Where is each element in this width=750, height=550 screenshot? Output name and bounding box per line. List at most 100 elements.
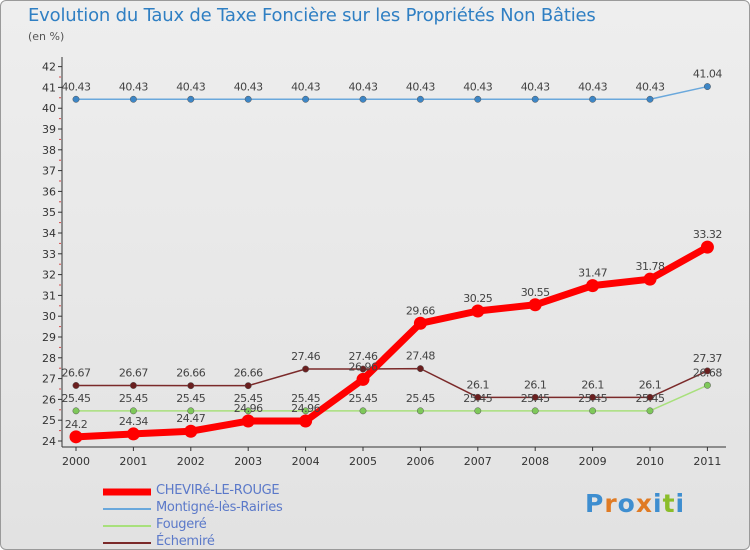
data-label: 26.66: [234, 367, 263, 380]
data-point: [126, 427, 140, 441]
data-label: 25.45: [62, 392, 91, 405]
y-tick-label: 39: [42, 123, 56, 136]
data-point: [72, 382, 80, 389]
unit-label: (en %): [28, 30, 65, 43]
data-point: [528, 298, 542, 312]
logo-letter: i: [653, 489, 663, 518]
y-tick-label: 30: [42, 310, 56, 323]
data-label: 40.43: [291, 80, 320, 93]
data-point: [187, 95, 195, 103]
data-point: [589, 407, 597, 415]
legend-swatch: [103, 542, 151, 544]
data-label: 25.45: [463, 392, 492, 405]
data-point: [471, 304, 485, 318]
x-tick-label: 2009: [579, 455, 607, 468]
legend-label: CHEVIRé-LE-ROUGE: [156, 483, 280, 498]
data-point: [646, 95, 654, 103]
legend-label: Montigné-lès-Rairies: [156, 500, 283, 515]
data-label: 24.2: [65, 418, 88, 431]
data-label: 40.43: [119, 80, 148, 93]
y-tick-label: 36: [42, 185, 56, 198]
legend-label: Fougeré: [156, 517, 207, 532]
data-point: [531, 407, 539, 415]
data-label: 25.45: [578, 392, 607, 405]
data-point: [244, 407, 252, 415]
data-label: 40.43: [463, 80, 492, 93]
data-point: [700, 240, 714, 254]
data-label: 26.68: [693, 366, 722, 379]
y-tick-label: 38: [42, 144, 56, 157]
data-label: 26.67: [62, 366, 91, 379]
data-label: 29.66: [406, 304, 435, 317]
data-point: [586, 279, 600, 293]
data-label: 31.47: [578, 267, 607, 280]
x-tick-label: 2007: [464, 455, 492, 468]
data-label: 40.43: [521, 80, 550, 93]
data-point: [69, 430, 83, 444]
data-point: [474, 95, 482, 103]
data-label: 26.1: [524, 378, 547, 391]
data-point: [129, 407, 137, 415]
y-tick-label: 25: [42, 414, 56, 427]
data-point: [244, 382, 252, 390]
data-label: 25.45: [636, 392, 665, 405]
x-tick-label: 2003: [234, 455, 262, 468]
data-point: [703, 367, 711, 375]
x-tick-label: 2000: [62, 455, 90, 468]
data-label: 24.34: [119, 415, 148, 428]
legend-swatch: [103, 488, 151, 496]
logo-letter: r: [604, 489, 618, 518]
y-tick-label: 26: [42, 393, 56, 406]
chart-title: Evolution du Taux de Taxe Foncière sur l…: [28, 5, 596, 26]
data-point: [187, 407, 195, 415]
y-tick-label: 35: [42, 206, 56, 219]
data-point: [413, 316, 427, 330]
data-label: 40.43: [578, 80, 607, 93]
data-label: 30.55: [521, 286, 550, 299]
x-tick-label: 2001: [119, 455, 147, 468]
data-point: [703, 381, 711, 389]
data-label: 31.78: [636, 260, 665, 273]
logo-letter: o: [617, 489, 636, 518]
data-label: 27.46: [349, 350, 378, 363]
data-point: [356, 372, 370, 386]
data-point: [359, 95, 367, 103]
data-label: 27.37: [693, 352, 722, 365]
data-label: 26.1: [581, 378, 604, 391]
data-point: [703, 83, 711, 91]
data-point: [129, 382, 137, 389]
data-point: [359, 365, 367, 373]
data-label: 24.96: [291, 402, 320, 415]
y-tick-label: 27: [42, 373, 56, 386]
data-label: 30.25: [463, 292, 492, 305]
data-label: 25.45: [176, 392, 205, 405]
data-point: [416, 365, 424, 373]
logo-letter: i: [675, 489, 686, 518]
data-point: [302, 407, 310, 415]
data-label: 24.96: [234, 402, 263, 415]
data-point: [474, 407, 482, 415]
data-label: 25.45: [406, 392, 435, 405]
data-label: 24.47: [176, 412, 205, 425]
y-tick-label: 42: [42, 61, 56, 74]
legend-label: Échemiré: [156, 534, 215, 549]
data-point: [646, 407, 654, 415]
data-label: 40.43: [234, 80, 263, 93]
data-label: 26.1: [467, 378, 490, 391]
data-point: [589, 95, 597, 103]
data-point: [129, 95, 137, 103]
data-label: 25.45: [234, 392, 263, 405]
x-tick-label: 2002: [177, 455, 205, 468]
data-point: [184, 424, 198, 438]
data-label: 25.45: [521, 392, 550, 405]
logo-letter: t: [662, 489, 676, 518]
data-label: 25.45: [349, 392, 378, 405]
legend-swatch: [103, 508, 151, 510]
data-label: 26.66: [176, 367, 205, 380]
y-tick-label: 24: [42, 435, 56, 448]
logo-letter: P: [585, 489, 605, 518]
y-tick-label: 34: [42, 227, 56, 240]
data-point: [589, 393, 597, 401]
y-tick-label: 31: [42, 289, 56, 302]
